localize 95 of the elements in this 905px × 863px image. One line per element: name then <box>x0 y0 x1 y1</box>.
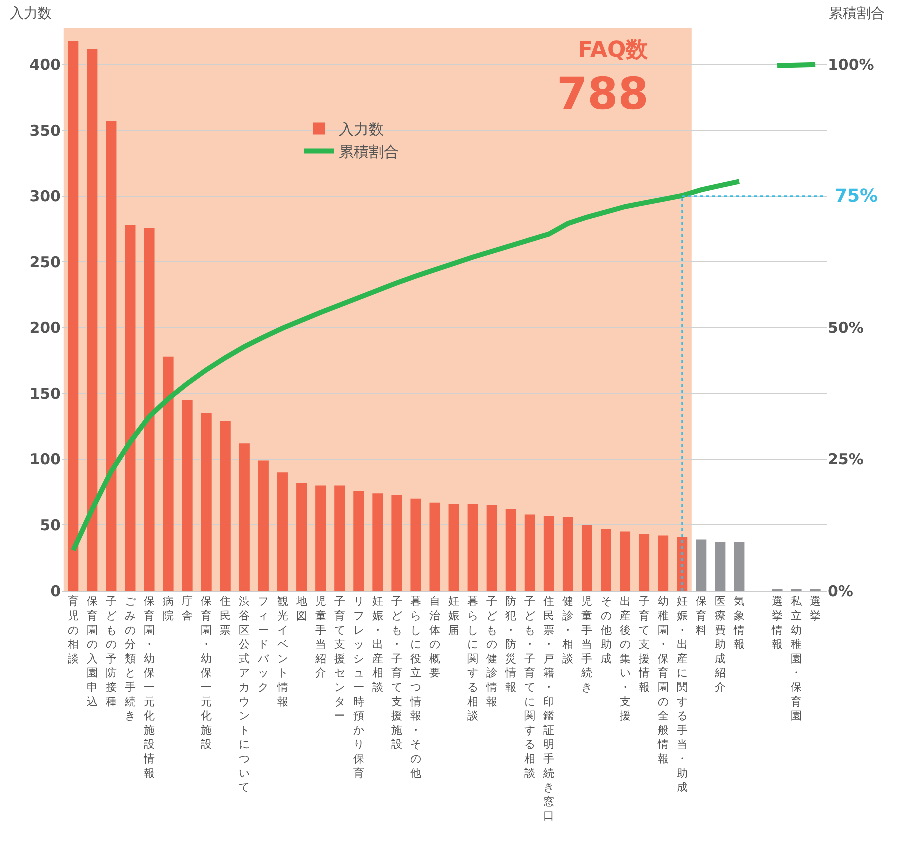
bar <box>354 491 364 591</box>
bar <box>316 486 326 591</box>
x-tick-label: 子育て支援情報 <box>638 595 650 694</box>
bar <box>620 532 631 591</box>
category-label: 子ども・子育て支援施設 <box>391 595 402 752</box>
category-label: 子ども・子育てに関する相談 <box>524 595 536 780</box>
bar <box>410 498 422 591</box>
bar <box>87 49 98 591</box>
x-tick-label: 妊娠届 <box>448 595 460 637</box>
y-tick-label: 50 <box>40 516 61 534</box>
x-tick-label: 子どもの予防接種 <box>106 595 117 708</box>
y2-tick-label: 100% <box>828 56 874 74</box>
bar <box>486 506 498 591</box>
x-tick-label: 観光イベント情報 <box>276 595 288 708</box>
category-label: 暮らしに関する相談 <box>468 595 479 723</box>
legend-label: 累積割合 <box>339 143 400 162</box>
category-label: 幼稚園・保育園の全般情報 <box>658 595 669 766</box>
x-tick-label: 児童手当手続き <box>580 595 593 694</box>
bar <box>430 502 440 591</box>
x-tick-label: 健診・相談 <box>562 595 574 666</box>
y-axis-title: 入力数 <box>10 6 52 22</box>
bar <box>220 421 231 591</box>
category-label: ごみの分類と手続き <box>125 595 136 723</box>
x-tick-label: 育児の相談 <box>68 595 79 666</box>
category-label: 保育園・幼保一元化施設情報 <box>144 595 156 780</box>
x-tick-label: 保育園の入園申込 <box>86 595 98 708</box>
y2-tick-label: 50% <box>828 319 864 338</box>
x-tick-label: その他助成 <box>600 595 612 666</box>
bar <box>372 494 384 591</box>
bar <box>125 225 136 591</box>
bar <box>144 228 155 591</box>
category-label: 渋谷区公式アカウントについて <box>239 595 250 794</box>
bar <box>334 486 346 591</box>
category-label: 私立幼稚園・保育園 <box>791 595 802 723</box>
bar <box>258 460 269 591</box>
annotation: 788 <box>557 69 649 120</box>
bar <box>715 542 726 591</box>
y-tick-label: 200 <box>30 319 61 338</box>
bar <box>106 121 117 591</box>
x-tick-label: 妊娠・出産相談 <box>372 595 384 694</box>
bar <box>696 540 707 591</box>
bar <box>524 514 536 591</box>
bar <box>239 444 250 591</box>
y-tick-label: 350 <box>30 122 61 140</box>
bar <box>734 542 745 591</box>
category-label: リフレッシュ一時預かり保育 <box>353 595 364 780</box>
annotation: FAQ数 <box>578 38 650 63</box>
category-label: 妊娠・出産に関する手当・助成 <box>676 595 688 794</box>
bar <box>601 529 612 591</box>
category-label: 住民票・戸籍・印鑑証明手続き窓口 <box>544 595 555 823</box>
x-tick-label: 気象情報 <box>732 595 745 652</box>
x-tick-label: 医療費助成紹介 <box>714 595 726 694</box>
bar <box>201 413 212 591</box>
bar <box>677 537 688 591</box>
x-tick-label: 児童手当紹介 <box>314 595 326 680</box>
x-tick-label: 防犯・防災情報 <box>504 595 517 694</box>
y-tick-label: 250 <box>30 253 61 272</box>
x-tick-label: フィードバック <box>257 595 270 694</box>
bar <box>658 536 669 591</box>
y2-tick-label: 0% <box>828 582 854 600</box>
bar <box>562 517 574 591</box>
bar <box>182 400 193 591</box>
x-tick-label: 選挙 <box>810 595 822 622</box>
bar <box>544 516 554 591</box>
y-tick-label: 0 <box>50 582 61 600</box>
x-tick-label: 子どもの健診情報 <box>486 595 498 708</box>
bar <box>163 356 174 591</box>
x-tick-label: 庁舎 <box>182 595 194 622</box>
x-tick-label: 保育料 <box>696 595 707 637</box>
x-tick-label: 選挙情報 <box>771 595 784 652</box>
bar <box>68 41 79 591</box>
category-label: 保育園・幼保一元化施設 <box>201 595 212 752</box>
category-label: 暮らしに役立つ情報・その他 <box>410 595 422 780</box>
bar <box>278 472 288 591</box>
x-tick-label: 自治体の概要 <box>429 595 440 680</box>
x-tick-label: 地図 <box>295 595 308 622</box>
bar <box>582 525 592 591</box>
legend-label: 入力数 <box>339 120 384 139</box>
y-tick-label: 400 <box>30 56 61 74</box>
x-tick-label: 病院 <box>163 595 174 622</box>
bar <box>468 504 478 591</box>
x-tick-label: 住民票 <box>220 595 232 637</box>
bar <box>296 483 308 591</box>
y2-tick-label: 25% <box>828 450 864 469</box>
y-tick-label: 150 <box>30 384 61 403</box>
y-tick-label: 300 <box>30 188 61 206</box>
ref-line-label: 75% <box>835 186 878 207</box>
bar <box>639 534 650 591</box>
category-label: 子育て支援センター <box>334 595 346 723</box>
y-tick-label: 100 <box>30 450 61 469</box>
bar <box>392 494 402 591</box>
bar <box>506 509 516 591</box>
category-label: 出産後の集い・支援 <box>620 595 631 723</box>
bar <box>448 504 460 591</box>
y2-axis-title: 累積割合 <box>829 6 885 22</box>
